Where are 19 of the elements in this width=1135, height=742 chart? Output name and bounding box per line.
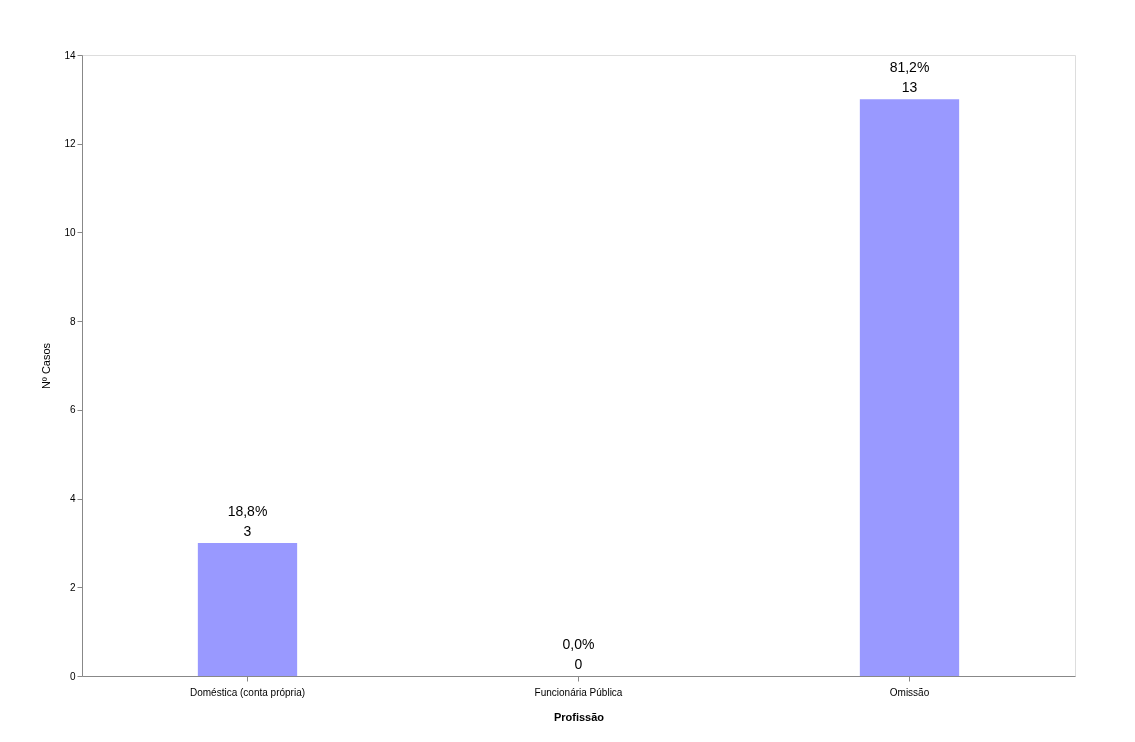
- y-tick-label: 0: [69, 670, 76, 682]
- y-tick-label: 8: [69, 315, 76, 327]
- y-tick-label: 4: [69, 493, 76, 505]
- annotation: 81,2%: [889, 59, 930, 76]
- x-tick-label: Doméstica (conta própria): [189, 686, 306, 698]
- annotation: 0,0%: [562, 636, 595, 652]
- y-tick-label: 14: [64, 49, 76, 61]
- data-label: 0: [574, 656, 583, 672]
- y-tick-label: 10: [64, 226, 76, 238]
- data-label: 13: [901, 79, 918, 96]
- y-tick-label: 2: [69, 581, 76, 593]
- y-tick-label: 6: [69, 404, 76, 416]
- x-tick-label: Omissão: [889, 686, 930, 698]
- annotation: 18,8%: [227, 502, 268, 519]
- y-tick-label: 12: [64, 138, 76, 150]
- x-axis-title: Profissão: [553, 710, 605, 723]
- y-axis-title: Nº Casos: [40, 342, 53, 390]
- data-label: 3: [243, 522, 252, 539]
- x-tick-label: Funcionária Pública: [534, 686, 623, 698]
